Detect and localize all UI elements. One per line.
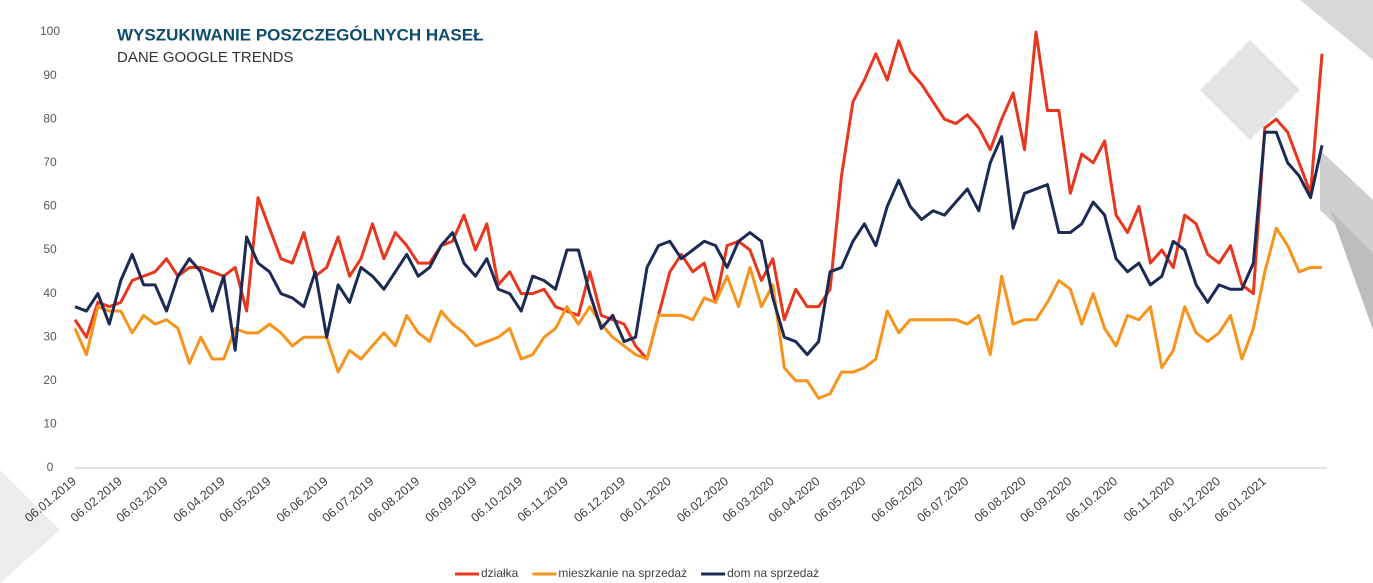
y-tick-label: 0 [47, 460, 54, 474]
decor [0, 470, 60, 583]
decor [1300, 0, 1373, 60]
y-tick-label: 50 [43, 242, 57, 256]
x-tick-label: 06.11.2019 [515, 474, 571, 524]
y-tick-label: 100 [40, 24, 60, 38]
y-tick-label: 80 [43, 111, 57, 125]
series-line [75, 228, 1322, 398]
y-tick-label: 60 [43, 199, 57, 213]
y-tick-label: 70 [43, 155, 57, 169]
y-tick-label: 10 [43, 417, 57, 431]
series-line [75, 132, 1322, 354]
chart-subtitle: DANE GOOGLE TRENDS [117, 49, 293, 66]
chart-title: WYSZUKIWANIE POSZCZEGÓLNYCH HASEŁ [117, 25, 483, 44]
y-tick-label: 20 [43, 373, 57, 387]
y-tick-label: 30 [43, 329, 57, 343]
chart: WYSZUKIWANIE POSZCZEGÓLNYCH HASEŁ DANE G… [0, 0, 1373, 583]
legend-label: dom na sprzedaż [727, 566, 819, 580]
legend-label: mieszkanie na sprzedaż [558, 566, 687, 580]
legend-label: działka [481, 566, 519, 580]
y-tick-label: 40 [43, 286, 57, 300]
decor [1200, 40, 1300, 140]
y-tick-label: 90 [43, 68, 57, 82]
